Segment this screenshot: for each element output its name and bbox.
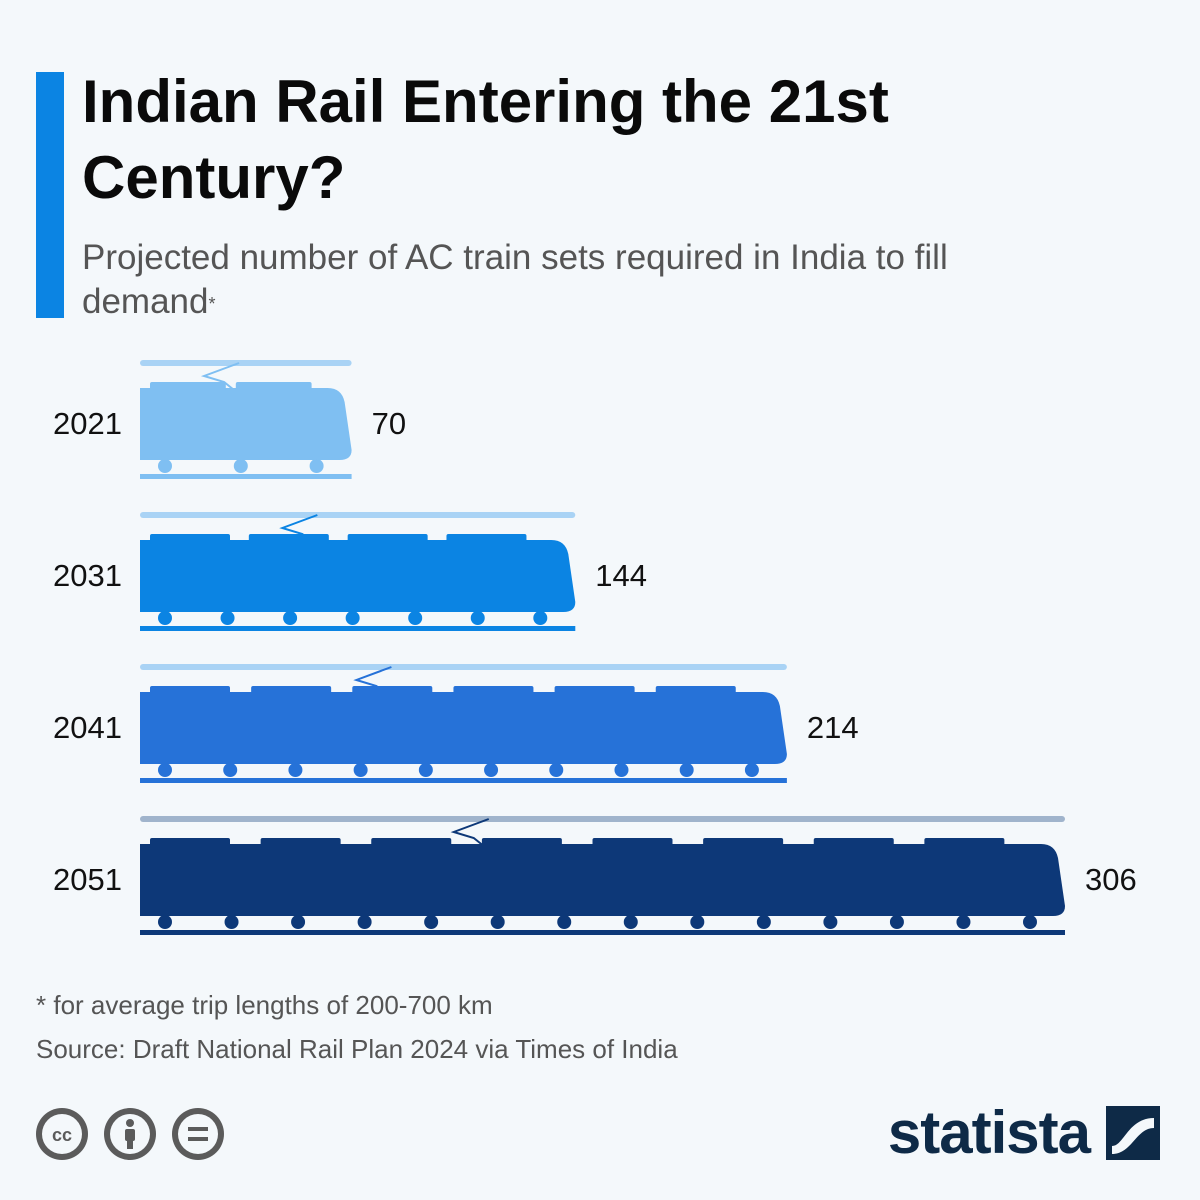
bar-2051: 2051 306 xyxy=(53,816,1137,935)
roof-unit xyxy=(592,838,673,848)
roof-unit xyxy=(150,382,226,392)
wheel xyxy=(233,459,248,473)
wheel xyxy=(744,763,759,777)
wheel xyxy=(484,763,499,777)
wheel xyxy=(223,763,238,777)
chart-title: Indian Rail Entering the 21st Century? xyxy=(82,68,889,211)
wheel xyxy=(288,763,303,777)
roof-unit xyxy=(248,534,329,544)
roof-unit xyxy=(150,686,230,696)
overhead-wire xyxy=(140,360,352,366)
statista-logo-icon xyxy=(1106,1105,1160,1160)
bar-2031: 2031 144 xyxy=(53,512,647,631)
statista-brand[interactable]: statista xyxy=(888,1098,1162,1167)
wheel xyxy=(549,763,564,777)
value-label: 306 xyxy=(1085,862,1137,897)
roof-unit xyxy=(235,382,312,392)
wheel xyxy=(291,915,306,929)
wheel xyxy=(614,763,629,777)
license-icons: cc xyxy=(36,1108,224,1160)
bar-2041: 2041 214 xyxy=(53,664,859,783)
brand-wordmark: statista xyxy=(887,1099,1091,1166)
wheel xyxy=(418,763,433,777)
track-rail xyxy=(140,930,1065,935)
wheel xyxy=(353,763,368,777)
wheel xyxy=(408,611,423,625)
value-label: 144 xyxy=(595,558,647,593)
bar-mark xyxy=(140,388,352,460)
category-label: 2031 xyxy=(53,558,122,593)
wheel xyxy=(623,915,638,929)
roof-unit xyxy=(453,686,534,696)
wheel xyxy=(224,915,239,929)
roof-unit xyxy=(481,838,562,848)
wheel xyxy=(823,915,838,929)
roof-unit xyxy=(260,838,341,848)
roof-unit xyxy=(924,838,1005,848)
category-label: 2041 xyxy=(53,710,122,745)
chart-subtitle: Projected number of AC train sets requir… xyxy=(82,236,982,324)
bar-2021: 2021 70 xyxy=(53,360,406,479)
wheel xyxy=(158,915,172,929)
by-attribution-icon[interactable] xyxy=(104,1108,156,1160)
roof-unit xyxy=(446,534,527,544)
train-bar-chart: 2021 70 2031 144 2041 214 2051 306 xyxy=(53,360,1137,935)
category-label: 2021 xyxy=(53,406,122,441)
roof-unit xyxy=(251,686,332,696)
wheel xyxy=(158,763,172,777)
overhead-wire xyxy=(140,512,576,518)
wheel xyxy=(345,611,360,625)
wheel xyxy=(424,915,439,929)
wheel xyxy=(889,915,904,929)
source-note: Source: Draft National Rail Plan 2024 vi… xyxy=(36,1034,678,1064)
roof-unit xyxy=(554,686,635,696)
wheel xyxy=(158,459,172,473)
bar-mark xyxy=(140,540,576,612)
category-label: 2051 xyxy=(53,862,122,897)
roof-unit xyxy=(150,534,230,544)
wheel xyxy=(309,459,324,473)
track-rail xyxy=(140,626,576,631)
wheel xyxy=(557,915,572,929)
track-rail xyxy=(140,778,787,783)
wheel xyxy=(756,915,771,929)
track-rail xyxy=(140,474,352,479)
wheel xyxy=(490,915,505,929)
roof-unit xyxy=(703,838,784,848)
value-label: 214 xyxy=(807,710,859,745)
wheel xyxy=(956,915,971,929)
wheel xyxy=(220,611,235,625)
svg-text:cc: cc xyxy=(52,1125,72,1145)
overhead-wire xyxy=(140,816,1065,822)
wheel xyxy=(1023,915,1037,929)
wheel xyxy=(533,611,548,625)
wheel xyxy=(470,611,485,625)
value-label: 70 xyxy=(372,406,406,441)
roof-unit xyxy=(347,534,428,544)
subtitle-text: Projected number of AC train sets requir… xyxy=(82,238,948,321)
wheel xyxy=(158,611,172,625)
footnote: * for average trip lengths of 200-700 km xyxy=(36,990,493,1020)
roof-unit xyxy=(655,686,736,696)
cc-icon[interactable]: cc xyxy=(36,1108,88,1160)
bar-mark xyxy=(140,692,787,764)
overhead-wire xyxy=(140,664,787,670)
wheel xyxy=(283,611,298,625)
roof-unit xyxy=(352,686,433,696)
roof-unit xyxy=(813,838,894,848)
wheel xyxy=(357,915,372,929)
wheel xyxy=(690,915,705,929)
roof-unit xyxy=(150,838,230,848)
roof-unit xyxy=(371,838,452,848)
bar-mark xyxy=(140,844,1065,916)
subtitle-asterisk: * xyxy=(208,294,216,314)
no-derivatives-icon[interactable] xyxy=(172,1108,224,1160)
accent-bar xyxy=(36,72,64,318)
wheel xyxy=(679,763,694,777)
